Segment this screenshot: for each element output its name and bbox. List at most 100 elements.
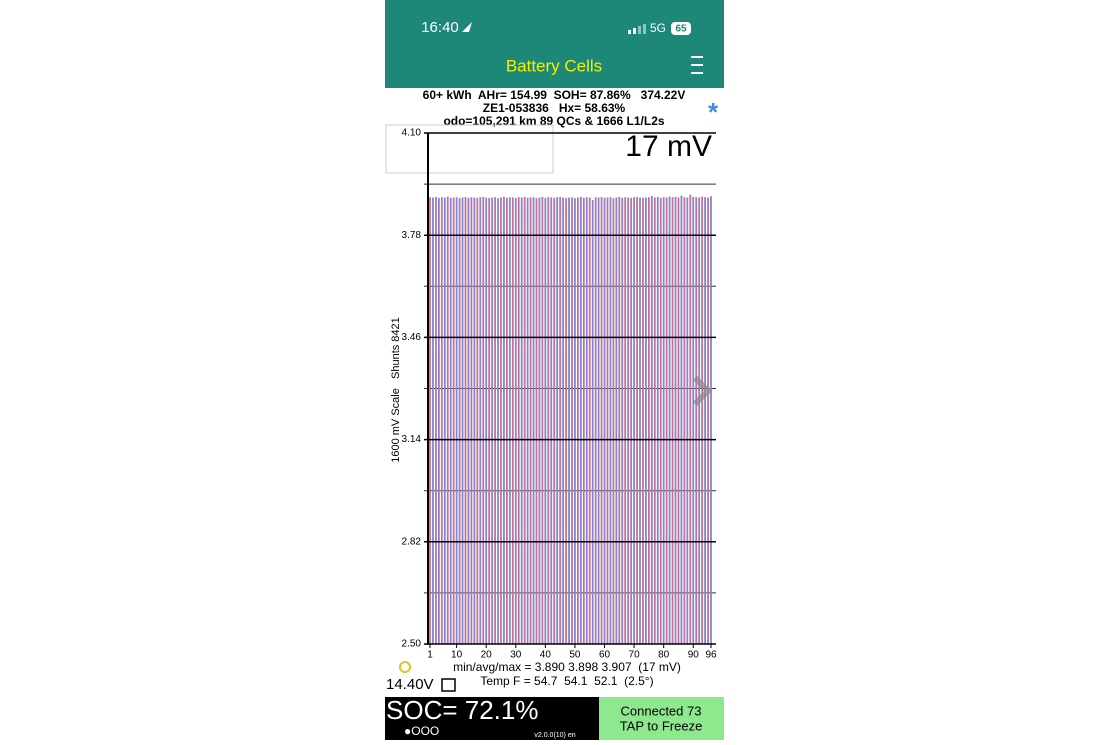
bar bbox=[473, 197, 476, 645]
bar bbox=[574, 198, 576, 644]
bar bbox=[674, 196, 677, 644]
bar bbox=[698, 197, 701, 645]
bar bbox=[520, 197, 523, 645]
bar bbox=[618, 196, 621, 644]
bar bbox=[642, 197, 644, 644]
status-time: 16:40 bbox=[421, 19, 459, 36]
bar bbox=[645, 197, 647, 645]
bar bbox=[677, 197, 680, 645]
bar bbox=[500, 197, 502, 645]
settings-button[interactable]: * bbox=[708, 97, 719, 127]
connection-status: Connected 73 bbox=[621, 703, 702, 718]
bar bbox=[470, 197, 473, 644]
bar bbox=[479, 197, 482, 644]
bar bbox=[523, 196, 526, 644]
y-tick-label: 3.46 bbox=[402, 332, 422, 343]
plot: 4.10 3.78 3.46 3.14 2.82 2.50 1 10 20 30 40 50 60 70 8… bbox=[402, 128, 717, 661]
bar bbox=[594, 197, 597, 644]
y-tick-label: 4.10 bbox=[402, 128, 422, 139]
bar bbox=[662, 197, 665, 644]
bar bbox=[446, 196, 449, 645]
bar bbox=[680, 195, 683, 644]
bar bbox=[609, 197, 612, 644]
bar bbox=[582, 197, 585, 644]
bar bbox=[650, 195, 653, 644]
x-tick-label: 20 bbox=[481, 650, 493, 661]
bar bbox=[506, 197, 508, 644]
bar bbox=[704, 197, 706, 644]
bar bbox=[692, 196, 695, 644]
status-network: 5G bbox=[650, 21, 666, 35]
cell-spread: 17 mV bbox=[625, 130, 712, 163]
bar bbox=[550, 197, 553, 645]
bar bbox=[517, 197, 520, 644]
x-tick-label: 30 bbox=[510, 650, 522, 661]
battery-icon bbox=[671, 22, 691, 35]
y-axis-label: 1600 mV Scale Shunts 8421 bbox=[390, 317, 402, 463]
bar bbox=[494, 197, 496, 644]
bar bbox=[440, 197, 443, 644]
signal-icon bbox=[628, 24, 646, 34]
bar bbox=[503, 196, 505, 644]
bar bbox=[432, 197, 434, 645]
bar bbox=[482, 196, 485, 644]
bar bbox=[695, 197, 698, 644]
bar bbox=[591, 200, 594, 644]
soc: SOC= 72.1% bbox=[386, 695, 538, 725]
freeze-label: TAP to Freeze bbox=[620, 718, 703, 733]
bar bbox=[624, 197, 627, 644]
bar bbox=[671, 197, 674, 644]
x-tick-label: 96 bbox=[705, 650, 717, 661]
bar bbox=[683, 197, 686, 644]
soc-panel bbox=[385, 697, 599, 740]
bar bbox=[526, 197, 529, 644]
app-title: Battery Cells bbox=[506, 56, 602, 75]
bar bbox=[485, 197, 488, 645]
bar bbox=[571, 197, 573, 644]
page-dots: ●OOO bbox=[404, 724, 439, 738]
y-tick-label: 3.78 bbox=[402, 230, 422, 241]
bar bbox=[488, 197, 491, 644]
bar bbox=[529, 197, 532, 645]
bar bbox=[553, 197, 556, 644]
bar bbox=[562, 197, 565, 645]
bar bbox=[597, 197, 600, 645]
bar bbox=[514, 197, 517, 644]
bar bbox=[633, 197, 635, 644]
bar bbox=[464, 196, 467, 644]
y-tick-label: 3.14 bbox=[402, 434, 422, 445]
freeze-button[interactable] bbox=[599, 697, 724, 740]
bar bbox=[538, 197, 541, 645]
bar bbox=[621, 197, 624, 644]
menu-button[interactable] bbox=[691, 56, 703, 74]
next-arrow[interactable] bbox=[692, 375, 713, 407]
bar bbox=[659, 197, 662, 644]
bar bbox=[443, 197, 446, 645]
bar bbox=[559, 196, 562, 644]
bar bbox=[437, 197, 440, 644]
info-box bbox=[385, 124, 554, 174]
bulb-icon bbox=[399, 661, 411, 673]
x-tick-label: 50 bbox=[569, 650, 581, 661]
bar bbox=[701, 196, 704, 645]
bar bbox=[585, 197, 588, 644]
info-line: 60+ kWh AHr= 154.99 SOH= 87.86% 374.22V bbox=[423, 88, 686, 102]
x-tick-label: 90 bbox=[688, 650, 700, 661]
bar bbox=[707, 197, 709, 645]
y-tick-label: 2.50 bbox=[402, 639, 422, 650]
bar bbox=[653, 197, 656, 645]
bar bbox=[656, 196, 659, 644]
bar bbox=[579, 196, 582, 644]
info-line: odo=105,291 km 89 QCs & 1666 L1/L2s bbox=[443, 114, 664, 128]
bar bbox=[547, 197, 550, 644]
bar bbox=[615, 197, 618, 645]
app-bar bbox=[385, 0, 724, 88]
bar bbox=[710, 196, 712, 644]
location-icon bbox=[462, 22, 472, 32]
bar bbox=[429, 197, 431, 644]
bar bbox=[491, 197, 494, 645]
bar bbox=[603, 197, 606, 644]
bar bbox=[532, 197, 535, 644]
